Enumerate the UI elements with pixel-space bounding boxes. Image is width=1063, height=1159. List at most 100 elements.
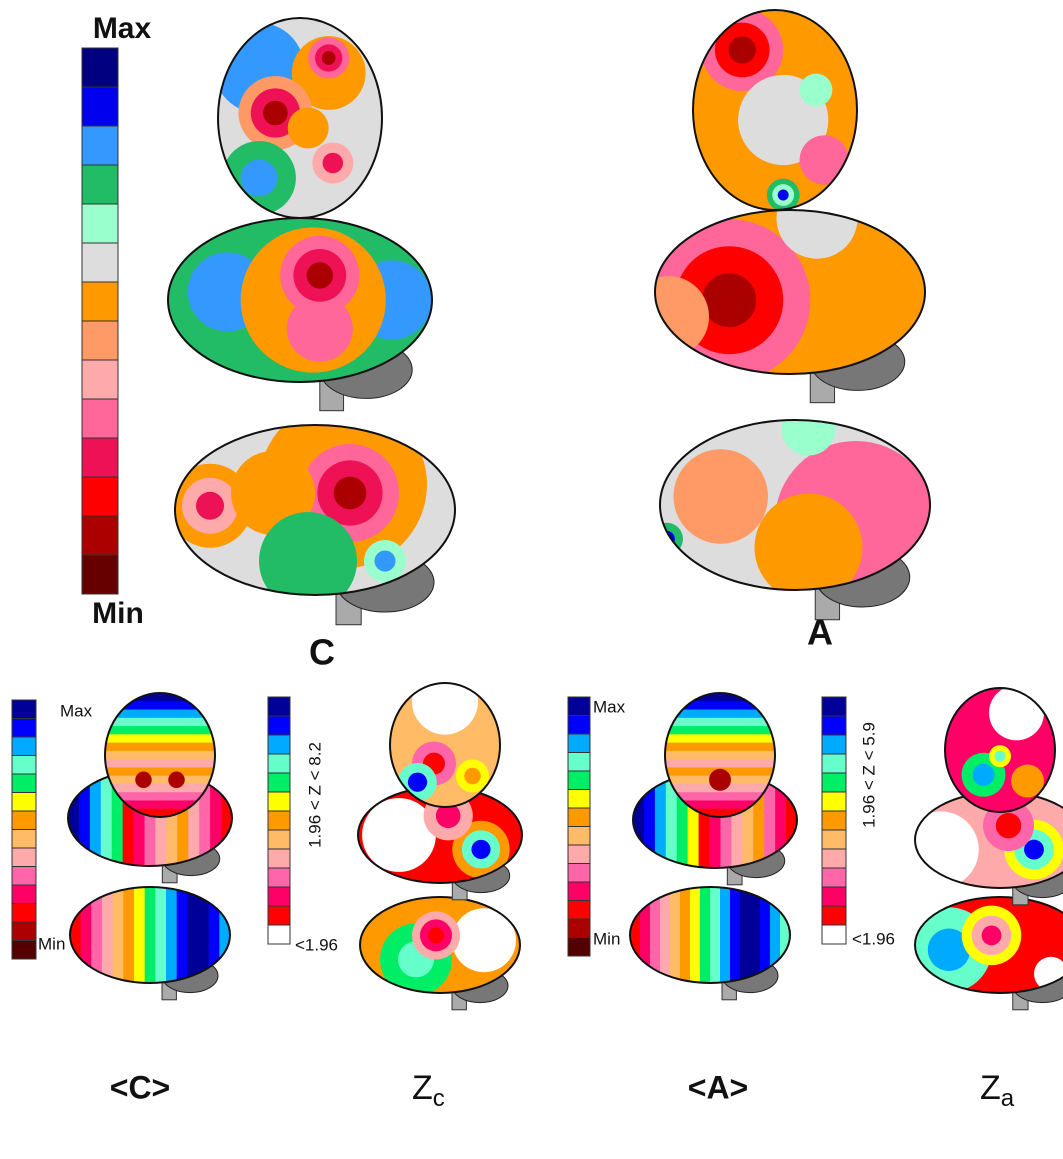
band	[79, 770, 91, 866]
band	[665, 726, 775, 735]
scale-cell	[568, 827, 590, 846]
brain-map	[70, 887, 231, 1000]
spot	[782, 402, 836, 456]
band	[665, 701, 775, 710]
band	[70, 887, 82, 983]
map-label: <C>	[110, 1069, 170, 1105]
map-label: C	[309, 632, 335, 673]
scale-cell	[568, 938, 590, 957]
scale-min: Min	[38, 934, 65, 953]
band	[700, 887, 711, 983]
figure: Max Min C A Max Min Max Min 1.96 < Z < 8…	[0, 0, 1063, 1159]
scale-cell	[268, 906, 290, 925]
scale-cell	[12, 830, 36, 849]
band	[740, 887, 751, 983]
band	[665, 734, 775, 743]
spot	[709, 769, 731, 791]
spot	[408, 773, 427, 792]
scale-cell	[268, 716, 290, 735]
label-main: Z	[980, 1069, 1001, 1107]
band	[633, 772, 645, 868]
band	[670, 887, 681, 983]
scale-cell	[12, 793, 36, 812]
scale-cell	[568, 753, 590, 772]
scale-cell	[268, 773, 290, 792]
spot	[778, 190, 789, 201]
scale-max: Max	[93, 12, 152, 45]
scale-cell	[268, 925, 290, 944]
scale-cell	[822, 811, 846, 830]
spot	[996, 813, 1022, 839]
band	[660, 887, 671, 983]
scale-cell	[12, 811, 36, 830]
brain-map	[105, 693, 215, 818]
scale-cell	[82, 204, 118, 243]
z-range: 1.96 < Z < 5.9	[859, 722, 878, 828]
scale-cell	[12, 885, 36, 904]
scale-cell	[568, 864, 590, 883]
scale-cell	[12, 774, 36, 793]
scale-cell	[268, 735, 290, 754]
scale-cell	[82, 555, 118, 594]
scale-cell	[268, 792, 290, 811]
spot	[412, 669, 478, 735]
band	[123, 887, 135, 983]
map-label: <A>	[688, 1069, 748, 1105]
scale-cell	[568, 919, 590, 938]
scale-cell	[822, 697, 846, 716]
scale-cell	[82, 165, 118, 204]
scale-cell	[12, 700, 36, 719]
scale-cell	[568, 697, 590, 716]
spot	[982, 925, 1002, 945]
brain-map	[360, 897, 520, 1010]
band	[644, 772, 656, 868]
scale-cell	[568, 901, 590, 920]
band	[665, 718, 775, 727]
scale-cell	[12, 904, 36, 923]
band	[710, 887, 721, 983]
scale-cell	[268, 868, 290, 887]
band	[665, 743, 775, 752]
scale-cell	[822, 887, 846, 906]
scale-cell	[822, 830, 846, 849]
scale-cell	[12, 848, 36, 867]
spot	[307, 262, 333, 288]
band	[166, 887, 178, 983]
scale-cell	[82, 438, 118, 477]
band	[68, 770, 80, 866]
scale-cell	[82, 321, 118, 360]
brain-map	[651, 402, 937, 620]
band	[105, 751, 215, 760]
band	[690, 887, 701, 983]
scale-min: Min	[92, 597, 144, 630]
band	[113, 887, 125, 983]
brain-map	[630, 887, 791, 1000]
brain-map	[168, 401, 455, 625]
band	[640, 887, 651, 983]
band	[105, 767, 215, 776]
spot	[973, 764, 995, 786]
scale-cell	[82, 399, 118, 438]
band	[680, 887, 691, 983]
brain-map	[168, 218, 432, 411]
scale-cell	[82, 87, 118, 126]
scale-cell	[82, 477, 118, 516]
scale-cell	[82, 126, 118, 165]
scale-cell	[822, 906, 846, 925]
scale-cell	[822, 925, 846, 944]
spot	[628, 276, 709, 357]
band	[105, 776, 215, 785]
scale-cell	[268, 887, 290, 906]
map-label: Za	[980, 1069, 1015, 1112]
spot	[702, 273, 756, 327]
spot	[322, 51, 336, 65]
band	[105, 701, 215, 710]
scale-cell	[82, 243, 118, 282]
scale-cell	[568, 790, 590, 809]
scale-cell	[822, 792, 846, 811]
spot	[800, 135, 849, 184]
brain-map	[907, 897, 1063, 1010]
band	[105, 718, 215, 727]
scale-cell	[82, 360, 118, 399]
scale-min: Min	[593, 929, 620, 948]
